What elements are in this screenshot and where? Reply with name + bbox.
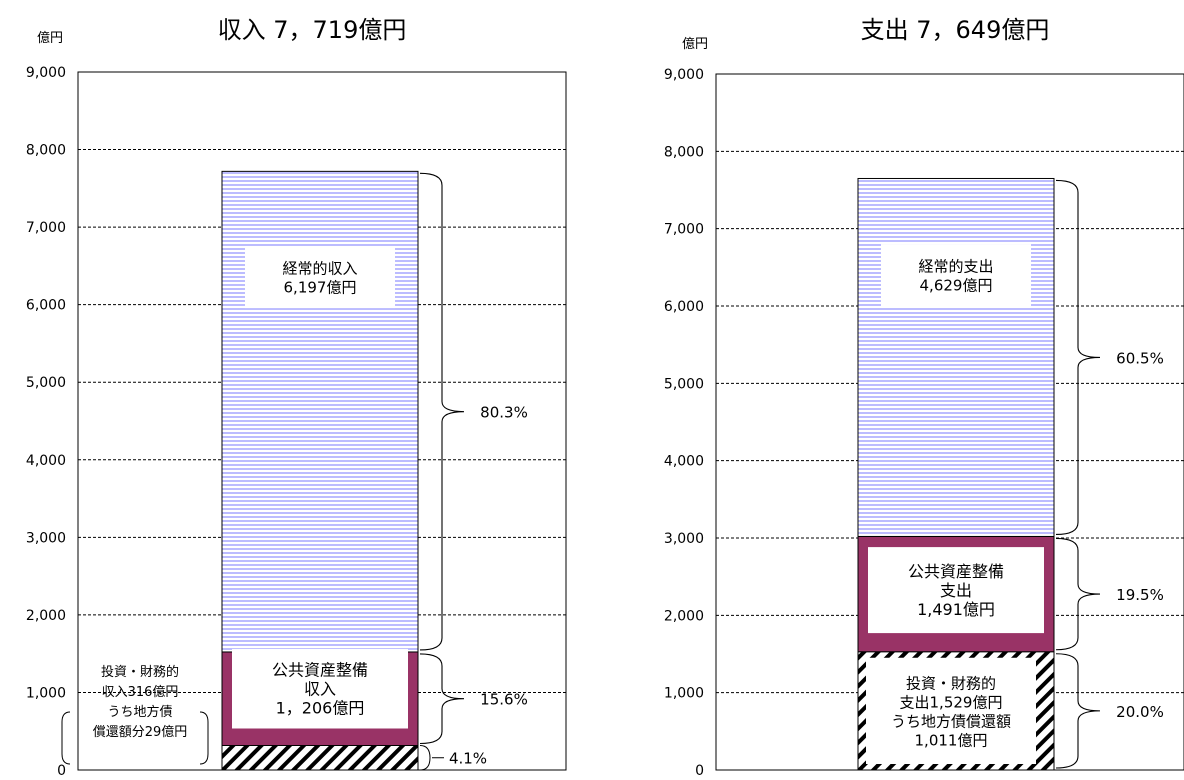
segment-label-investment: うち地方債: [107, 704, 172, 720]
y-tick-label: 9,000: [664, 67, 704, 83]
y-tick-label: 1,000: [26, 685, 66, 701]
y-tick-label: 3,000: [664, 531, 704, 547]
segment-label-public: 公共資産整備: [272, 661, 368, 680]
segment-label-public: 1,491億円: [917, 600, 995, 619]
bar-segment-recurring: [857, 177, 1055, 537]
brace-recurring: [1055, 179, 1101, 536]
brace-investment: [419, 744, 431, 771]
percent-label-investment: 4.1%: [449, 750, 487, 768]
y-tick-label: 9,000: [26, 65, 66, 81]
y-tick-label: 6,000: [664, 299, 704, 315]
brace-recurring: [419, 172, 465, 651]
y-tick-label: 7,000: [664, 222, 704, 238]
segment-label-investment: うち地方債償還額: [891, 712, 1011, 730]
y-tick-label: 3,000: [26, 530, 66, 546]
y-tick-label: 2,000: [26, 608, 66, 624]
brace-public: [1055, 537, 1101, 651]
segment-label-box-recurring: [881, 244, 1031, 307]
chart-title: 支出 7，649億円: [861, 16, 1050, 44]
y-axis-unit: 億円: [682, 36, 708, 52]
segment-label-box-public: [232, 648, 408, 729]
segment-label-investment: 支出1,529億円: [900, 693, 1003, 711]
percent-label-recurring: 80.3%: [480, 404, 528, 422]
segment-label-recurring: 経常的収入: [282, 260, 357, 278]
bar-segment-recurring: [221, 170, 419, 653]
y-tick-label: 4,000: [26, 453, 66, 469]
y-tick-label: 7,000: [26, 220, 66, 236]
y-tick-label: 0: [57, 763, 66, 776]
segment-label-investment: 償還額分29億円: [93, 724, 188, 740]
investment-label-bracket-right: [199, 711, 209, 765]
brace-investment: [1055, 653, 1101, 769]
segment-label-investment: 投資・財務的: [101, 664, 179, 680]
segment-label-public: 公共資産整備: [908, 562, 1004, 581]
segment-label-investment: 1,011億円: [915, 731, 988, 749]
segment-label-recurring: 6,197億円: [284, 279, 357, 297]
chart-title: 収入 7，719億円: [218, 16, 407, 44]
y-tick-label: 5,000: [26, 375, 66, 391]
percent-label-recurring: 60.5%: [1116, 349, 1164, 367]
segment-label-investment: 収入316億円: [102, 684, 179, 700]
segment-label-recurring: 経常的支出: [918, 258, 993, 276]
y-tick-label: 2,000: [664, 608, 704, 624]
segment-label-public: 1，206億円: [276, 699, 365, 718]
y-tick-label: 8,000: [664, 144, 704, 160]
y-tick-label: 0: [695, 763, 704, 776]
percent-label-investment: 20.0%: [1116, 703, 1164, 721]
y-tick-label: 1,000: [664, 686, 704, 702]
segment-label-recurring: 4,629億円: [920, 277, 993, 295]
percent-label-public: 15.6%: [480, 691, 528, 709]
investment-label-bracket-left: [61, 711, 71, 765]
brace-public: [419, 653, 465, 745]
segment-label-investment: 投資・財務的: [906, 674, 996, 692]
y-tick-label: 4,000: [664, 454, 704, 470]
bar-segment-investment: [221, 744, 419, 771]
y-tick-label: 8,000: [26, 143, 66, 159]
segment-label-box-public: [868, 547, 1044, 634]
percent-label-public: 19.5%: [1116, 586, 1164, 604]
y-tick-label: 6,000: [26, 298, 66, 314]
y-axis-unit: 億円: [37, 30, 63, 46]
segment-label-box-investment: [866, 657, 1036, 764]
y-tick-label: 5,000: [664, 376, 704, 392]
segment-label-public: 収入: [304, 680, 336, 699]
segment-label-box-recurring: [245, 246, 395, 309]
segment-label-public: 支出: [940, 581, 972, 600]
